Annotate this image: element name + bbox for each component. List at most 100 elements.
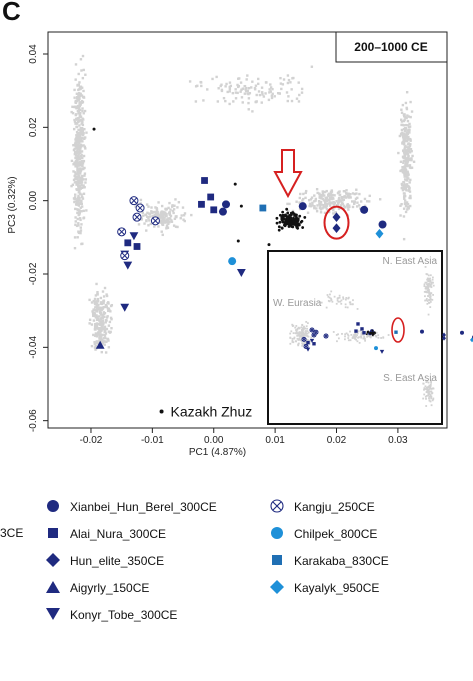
grey-point	[76, 143, 80, 147]
inset-grey-point	[337, 300, 340, 303]
grey-point	[90, 301, 94, 304]
grey-point	[162, 218, 165, 221]
grey-point	[77, 153, 80, 156]
grey-point	[331, 202, 334, 205]
grey-point	[82, 95, 85, 99]
inset-grey-point	[369, 335, 372, 337]
grey-point	[182, 214, 186, 217]
black-point	[295, 221, 299, 225]
grey-point	[398, 134, 402, 138]
inset-grey-point	[327, 295, 330, 298]
grey-point	[322, 199, 326, 202]
inset-grey-point	[327, 299, 330, 302]
inset-grey-point	[300, 340, 303, 342]
grey-point	[101, 319, 104, 323]
grey-point	[400, 128, 404, 132]
grey-point	[177, 201, 181, 204]
grey-point	[254, 84, 258, 87]
inset-grey-point	[429, 301, 432, 303]
grey-point	[405, 116, 408, 120]
grey-point	[97, 318, 100, 321]
grey-point	[332, 200, 335, 204]
grey-point	[216, 100, 220, 103]
grey-point	[409, 178, 412, 182]
grey-point	[105, 319, 108, 322]
inset-data-point	[301, 336, 307, 342]
grey-point	[79, 119, 83, 122]
inset-grey-point	[296, 337, 299, 340]
grey-point	[308, 204, 311, 208]
grey-point	[100, 316, 103, 319]
grey-point	[342, 204, 346, 208]
grey-point	[403, 154, 406, 157]
grey-point	[199, 80, 202, 84]
inset-grey-point	[423, 283, 426, 286]
grey-point	[315, 188, 319, 191]
grey-point	[80, 183, 83, 186]
x-tick-label: -0.02	[80, 435, 103, 446]
diamond-marker-icon	[268, 579, 294, 598]
inset-grey-point	[428, 384, 431, 387]
grey-point	[75, 118, 79, 121]
legend-label: Aigyrly_150CE	[70, 581, 150, 595]
black-point	[298, 214, 302, 218]
inset-black-point	[366, 331, 369, 334]
inset-grey-point	[430, 379, 432, 382]
grey-point	[82, 209, 85, 213]
grey-point	[302, 192, 305, 196]
grey-point	[98, 326, 102, 330]
grey-point	[206, 88, 209, 91]
grey-point	[346, 195, 350, 198]
grey-point	[88, 322, 91, 325]
inset-grey-point	[299, 335, 301, 338]
grey-point	[78, 157, 82, 160]
inset-black-point	[365, 333, 368, 336]
grey-point	[338, 201, 341, 204]
grey-point	[276, 91, 280, 95]
inset-grey-point	[427, 392, 430, 395]
inset-grey-point	[304, 330, 307, 332]
grey-point	[269, 90, 272, 93]
grey-point	[85, 209, 88, 212]
inset-grey-point	[289, 337, 292, 339]
grey-point	[83, 174, 86, 177]
grey-point	[72, 178, 76, 182]
grey-point	[322, 203, 325, 207]
grey-point	[323, 201, 327, 204]
grey-point	[172, 224, 176, 227]
grey-point	[405, 174, 408, 178]
grey-point	[91, 312, 95, 315]
inset-grey-point	[430, 381, 433, 384]
grey-point	[76, 98, 80, 101]
grey-point	[74, 165, 77, 168]
inset-grey-point	[302, 333, 305, 336]
inset-grey-point	[425, 299, 428, 301]
grey-point	[402, 161, 405, 165]
inset-grey-point	[427, 274, 430, 277]
inset-data-point	[442, 332, 446, 338]
grey-point	[157, 201, 160, 204]
inset-grey-point	[346, 306, 349, 309]
triangle-down-marker-icon	[44, 606, 70, 625]
grey-point	[408, 186, 411, 190]
inset-grey-point	[303, 325, 305, 328]
inset-grey-point	[328, 296, 331, 299]
grey-point	[271, 87, 274, 91]
grey-point	[80, 193, 83, 196]
grey-point	[74, 172, 78, 175]
grey-point	[246, 89, 249, 93]
inset-data-point	[460, 330, 464, 335]
grey-point	[79, 58, 83, 61]
grey-point	[404, 116, 407, 119]
inset-grey-point	[428, 397, 430, 400]
grey-point	[93, 302, 97, 306]
grey-point	[234, 88, 237, 91]
grey-point	[270, 96, 274, 100]
inset-grey-point	[329, 293, 331, 296]
grey-point	[103, 325, 107, 329]
grey-point	[240, 96, 244, 99]
grey-point	[282, 78, 286, 81]
grey-point	[311, 204, 314, 207]
grey-point	[343, 190, 347, 193]
grey-point	[244, 88, 247, 91]
